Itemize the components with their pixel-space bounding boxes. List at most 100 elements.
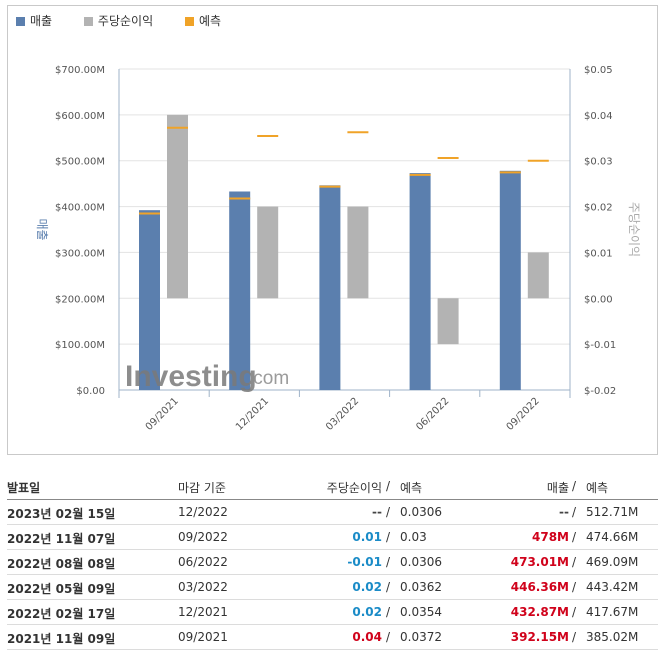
y-right-tick-label: $0.01 xyxy=(584,248,613,259)
row-date: 2022년 05월 09일 xyxy=(7,582,116,596)
row-eps-sep: / xyxy=(386,555,391,569)
row-eps: 0.02 xyxy=(352,605,382,619)
row-rev-forecast: 512.71M xyxy=(586,505,639,519)
table-row: 2021년 11월 09일 09/2021 0.04/0.0372 392.15M/3… xyxy=(7,625,658,650)
header-eps-sep: / xyxy=(386,479,391,493)
y-right-tick-label: $0.00 xyxy=(584,294,613,305)
revenue-bar xyxy=(319,185,341,390)
row-eps-forecast: 0.0372 xyxy=(400,630,442,644)
row-eps-sep: / xyxy=(386,530,391,544)
row-eps-forecast: 0.03 xyxy=(400,530,427,544)
header-period[interactable]: 마감 기준 xyxy=(178,481,226,495)
chart-plot: $0.00 $-0.02 $100.00M $-0.01 $200.00M $0.00 $3… xyxy=(35,65,641,433)
row-eps-sep: / xyxy=(386,605,391,619)
earnings-table: 발표일 마감 기준 주당순이익 / 예측 매출 / 예측 2023년 02월 1… xyxy=(7,474,658,650)
row-revenue: 446.36M xyxy=(510,580,569,594)
y-right-tick-label: $-0.02 xyxy=(584,386,616,397)
table-row: 2022년 02월 17일 12/2021 0.02/0.0354 432.87M/4… xyxy=(7,600,658,625)
row-revenue: 478M xyxy=(532,530,569,544)
row-rev-sep: / xyxy=(572,605,577,619)
row-eps: 0.04 xyxy=(352,630,382,644)
x-tick-label: 09/2022 xyxy=(505,396,542,433)
y-left-axis-title: 매출 xyxy=(35,218,49,240)
y-left-tick-label: $200.00M xyxy=(55,294,105,305)
y-left-tick-label: $400.00M xyxy=(55,203,105,214)
revenue-bar xyxy=(409,173,431,390)
y-right-tick-label: $0.04 xyxy=(584,111,613,122)
eps-bar xyxy=(257,206,279,299)
row-eps-sep: / xyxy=(386,580,391,594)
row-period: 09/2021 xyxy=(178,630,228,644)
row-rev-sep: / xyxy=(572,555,577,569)
row-rev-forecast: 443.42M xyxy=(586,580,639,594)
y-left-tick-label: $500.00M xyxy=(55,157,105,168)
legend-swatch-forecast xyxy=(184,17,194,26)
legend-label-forecast: 예측 xyxy=(198,14,222,28)
legend-swatch-eps xyxy=(83,17,93,26)
header-rev-forecast[interactable]: 예측 xyxy=(586,481,609,495)
y-right-axis-title: 주당순이익 xyxy=(627,202,641,257)
revenue-bar xyxy=(229,191,251,390)
chart-legend: 매출 주당순이익 예측 xyxy=(16,12,249,29)
row-eps-forecast: 0.0354 xyxy=(400,605,442,619)
eps-bar xyxy=(437,298,459,345)
row-rev-sep: / xyxy=(572,630,577,644)
row-eps-forecast: 0.0306 xyxy=(400,505,442,519)
table-row: 2022년 11월 07일 09/2022 0.01/0.03 478M/474.66… xyxy=(7,525,658,550)
legend-item-eps: 주당순이익 xyxy=(83,12,154,29)
row-eps-sep: / xyxy=(386,630,391,644)
row-date: 2022년 08월 08일 xyxy=(7,557,116,571)
table-row: 2023년 02월 15일 12/2022 --/0.0306 --/512.71M xyxy=(7,500,658,525)
header-rev-sep: / xyxy=(572,479,577,493)
x-tick-label: 06/2022 xyxy=(414,396,451,433)
x-tick-label: 09/2021 xyxy=(144,396,181,433)
row-rev-sep: / xyxy=(572,530,577,544)
row-period: 12/2021 xyxy=(178,605,228,619)
revenue-bar xyxy=(499,170,521,390)
legend-item-forecast: 예측 xyxy=(184,12,222,29)
header-eps-forecast[interactable]: 예측 xyxy=(400,481,423,495)
row-eps-sep: / xyxy=(386,505,391,519)
row-revenue: 432.87M xyxy=(510,605,569,619)
y-right-tick-label: $0.02 xyxy=(584,203,613,214)
legend-swatch-revenue xyxy=(16,17,25,26)
y-left-tick-label: $100.00M xyxy=(55,340,105,351)
row-eps-forecast: 0.0306 xyxy=(400,555,442,569)
table-row: 2022년 05월 09일 03/2022 0.02/0.0362 446.36M/4… xyxy=(7,575,658,600)
row-rev-sep: / xyxy=(572,580,577,594)
legend-item-revenue: 매출 xyxy=(16,12,52,29)
row-eps-forecast: 0.0362 xyxy=(400,580,442,594)
y-left-tick-label: $300.00M xyxy=(55,248,105,259)
y-right-tick-label: $-0.01 xyxy=(584,340,616,351)
row-rev-sep: / xyxy=(572,505,577,519)
row-revenue: 473.01M xyxy=(510,555,569,569)
eps-bar xyxy=(527,252,549,299)
table-body: 2023년 02월 15일 12/2022 --/0.0306 --/512.71M 2… xyxy=(7,500,658,650)
row-period: 03/2022 xyxy=(178,580,228,594)
row-eps: -0.01 xyxy=(347,555,382,569)
row-rev-forecast: 385.02M xyxy=(586,630,639,644)
row-period: 12/2022 xyxy=(178,505,228,519)
row-rev-forecast: 474.66M xyxy=(586,530,639,544)
eps-bar xyxy=(347,206,369,299)
row-date: 2022년 02월 17일 xyxy=(7,607,116,621)
header-date[interactable]: 발표일 xyxy=(7,481,41,495)
legend-label-eps: 주당순이익 xyxy=(97,14,154,28)
row-period: 09/2022 xyxy=(178,530,228,544)
header-eps[interactable]: 주당순이익 xyxy=(326,481,382,495)
y-left-tick-label: $0.00 xyxy=(76,386,105,397)
row-revenue: -- xyxy=(559,505,569,519)
table-row: 2022년 08월 08일 06/2022 -0.01/0.0306 473.01M /… xyxy=(7,550,658,575)
header-revenue[interactable]: 매출 xyxy=(546,481,569,495)
x-tick-label: 12/2021 xyxy=(234,396,271,433)
revenue-bar xyxy=(139,210,160,390)
table-header-row: 발표일 마감 기준 주당순이익 / 예측 매출 / 예측 xyxy=(7,474,658,500)
row-eps: -- xyxy=(372,505,382,519)
row-rev-forecast: 469.09M xyxy=(586,555,639,569)
y-left-tick-label: $700.00M xyxy=(55,65,105,76)
row-rev-forecast: 417.67M xyxy=(586,605,639,619)
eps-bar xyxy=(167,114,188,299)
row-eps: 0.02 xyxy=(352,580,382,594)
row-revenue: 392.15M xyxy=(510,630,569,644)
investing-watermark-suffix: .com xyxy=(248,368,289,389)
